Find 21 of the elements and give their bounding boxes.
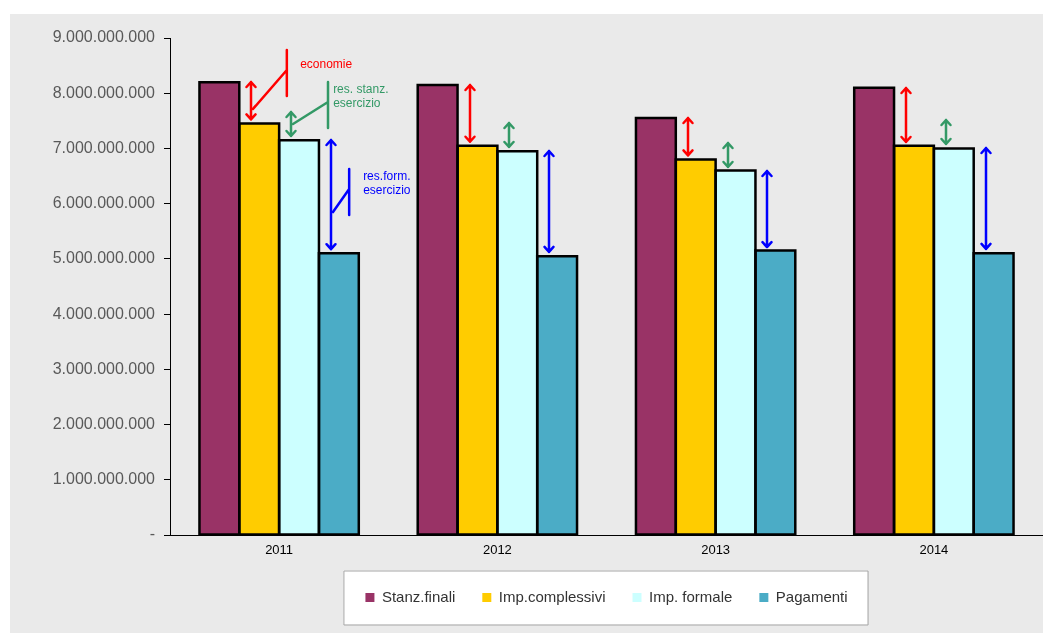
y-tick-label: 8.000.000.000 [52, 83, 156, 101]
y-tick-label: 6.000.000.000 [52, 194, 156, 212]
x-tick-label: 2014 [919, 542, 949, 558]
annotation: economie [300, 57, 353, 72]
legend-label: Stanz.finali [381, 587, 456, 605]
legend-label: Imp.complessivi [498, 587, 606, 605]
y-tick-label: 5.000.000.000 [52, 249, 156, 267]
y-tick-label: 9.000.000.000 [52, 28, 156, 46]
annotation: res. stanz. esercizio [333, 82, 390, 111]
y-tick-label: 3.000.000.000 [52, 359, 156, 377]
y-tick-label: 7.000.000.000 [52, 138, 156, 156]
y-tick-label: 1.000.000.000 [52, 470, 156, 488]
x-tick-label: 2012 [482, 542, 512, 558]
y-tick-label: 2.000.000.000 [52, 414, 156, 432]
x-tick-label: 2011 [265, 542, 294, 558]
legend-label: Pagamenti [775, 587, 848, 605]
y-tick-label: - [149, 525, 155, 543]
annotation: res.form. esercizio [363, 169, 412, 198]
y-tick-label: 4.000.000.000 [52, 304, 156, 322]
x-tick-label: 2013 [701, 542, 731, 558]
legend-label: Imp. formale [649, 587, 733, 605]
